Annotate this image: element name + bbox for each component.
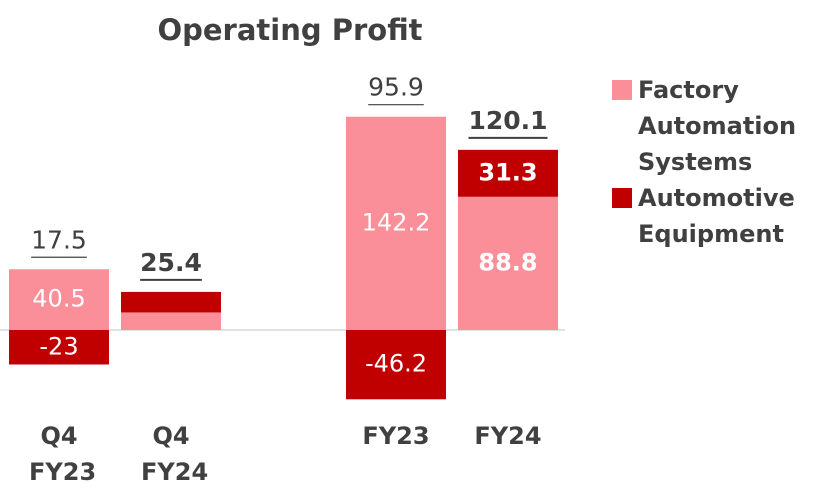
- x-tick-label: FY24: [474, 422, 542, 450]
- x-tick-label: FY23: [362, 422, 430, 450]
- legend-swatch: [612, 80, 632, 100]
- total-label: 95.9: [368, 73, 424, 102]
- bar-segment: [346, 116, 446, 330]
- data-label: -46.2: [365, 350, 427, 378]
- data-label: 142.2: [362, 208, 431, 236]
- bar-segment: [458, 196, 558, 330]
- data-label: 88.8: [478, 248, 537, 276]
- bar-segment: [121, 291, 221, 313]
- bar-segment: [346, 330, 446, 400]
- bar-segment: [121, 312, 221, 330]
- bar-segment: [9, 269, 109, 330]
- data-label: 40.5: [32, 285, 85, 313]
- legend-item: Factory Automation Systems: [612, 72, 822, 180]
- data-label: 31.3: [478, 158, 537, 186]
- total-label: 120.1: [468, 106, 547, 135]
- x-tick-label: Q4 FY23: [29, 422, 97, 486]
- legend-label: Automotive Equipment: [638, 184, 795, 248]
- data-label: -23: [39, 332, 78, 360]
- legend: Factory Automation Systems Automotive Equ…: [612, 72, 822, 252]
- legend-item: Automotive Equipment: [612, 180, 822, 252]
- total-label: 17.5: [31, 225, 87, 254]
- legend-swatch: [612, 188, 632, 208]
- x-tick-label: Q4 FY24: [141, 422, 209, 486]
- bar-segment: [458, 149, 558, 197]
- chart-title: Operating Profit: [157, 13, 422, 47]
- legend-label: Factory Automation Systems: [638, 76, 797, 176]
- bar-segment: [9, 330, 109, 365]
- total-label: 25.4: [140, 248, 202, 277]
